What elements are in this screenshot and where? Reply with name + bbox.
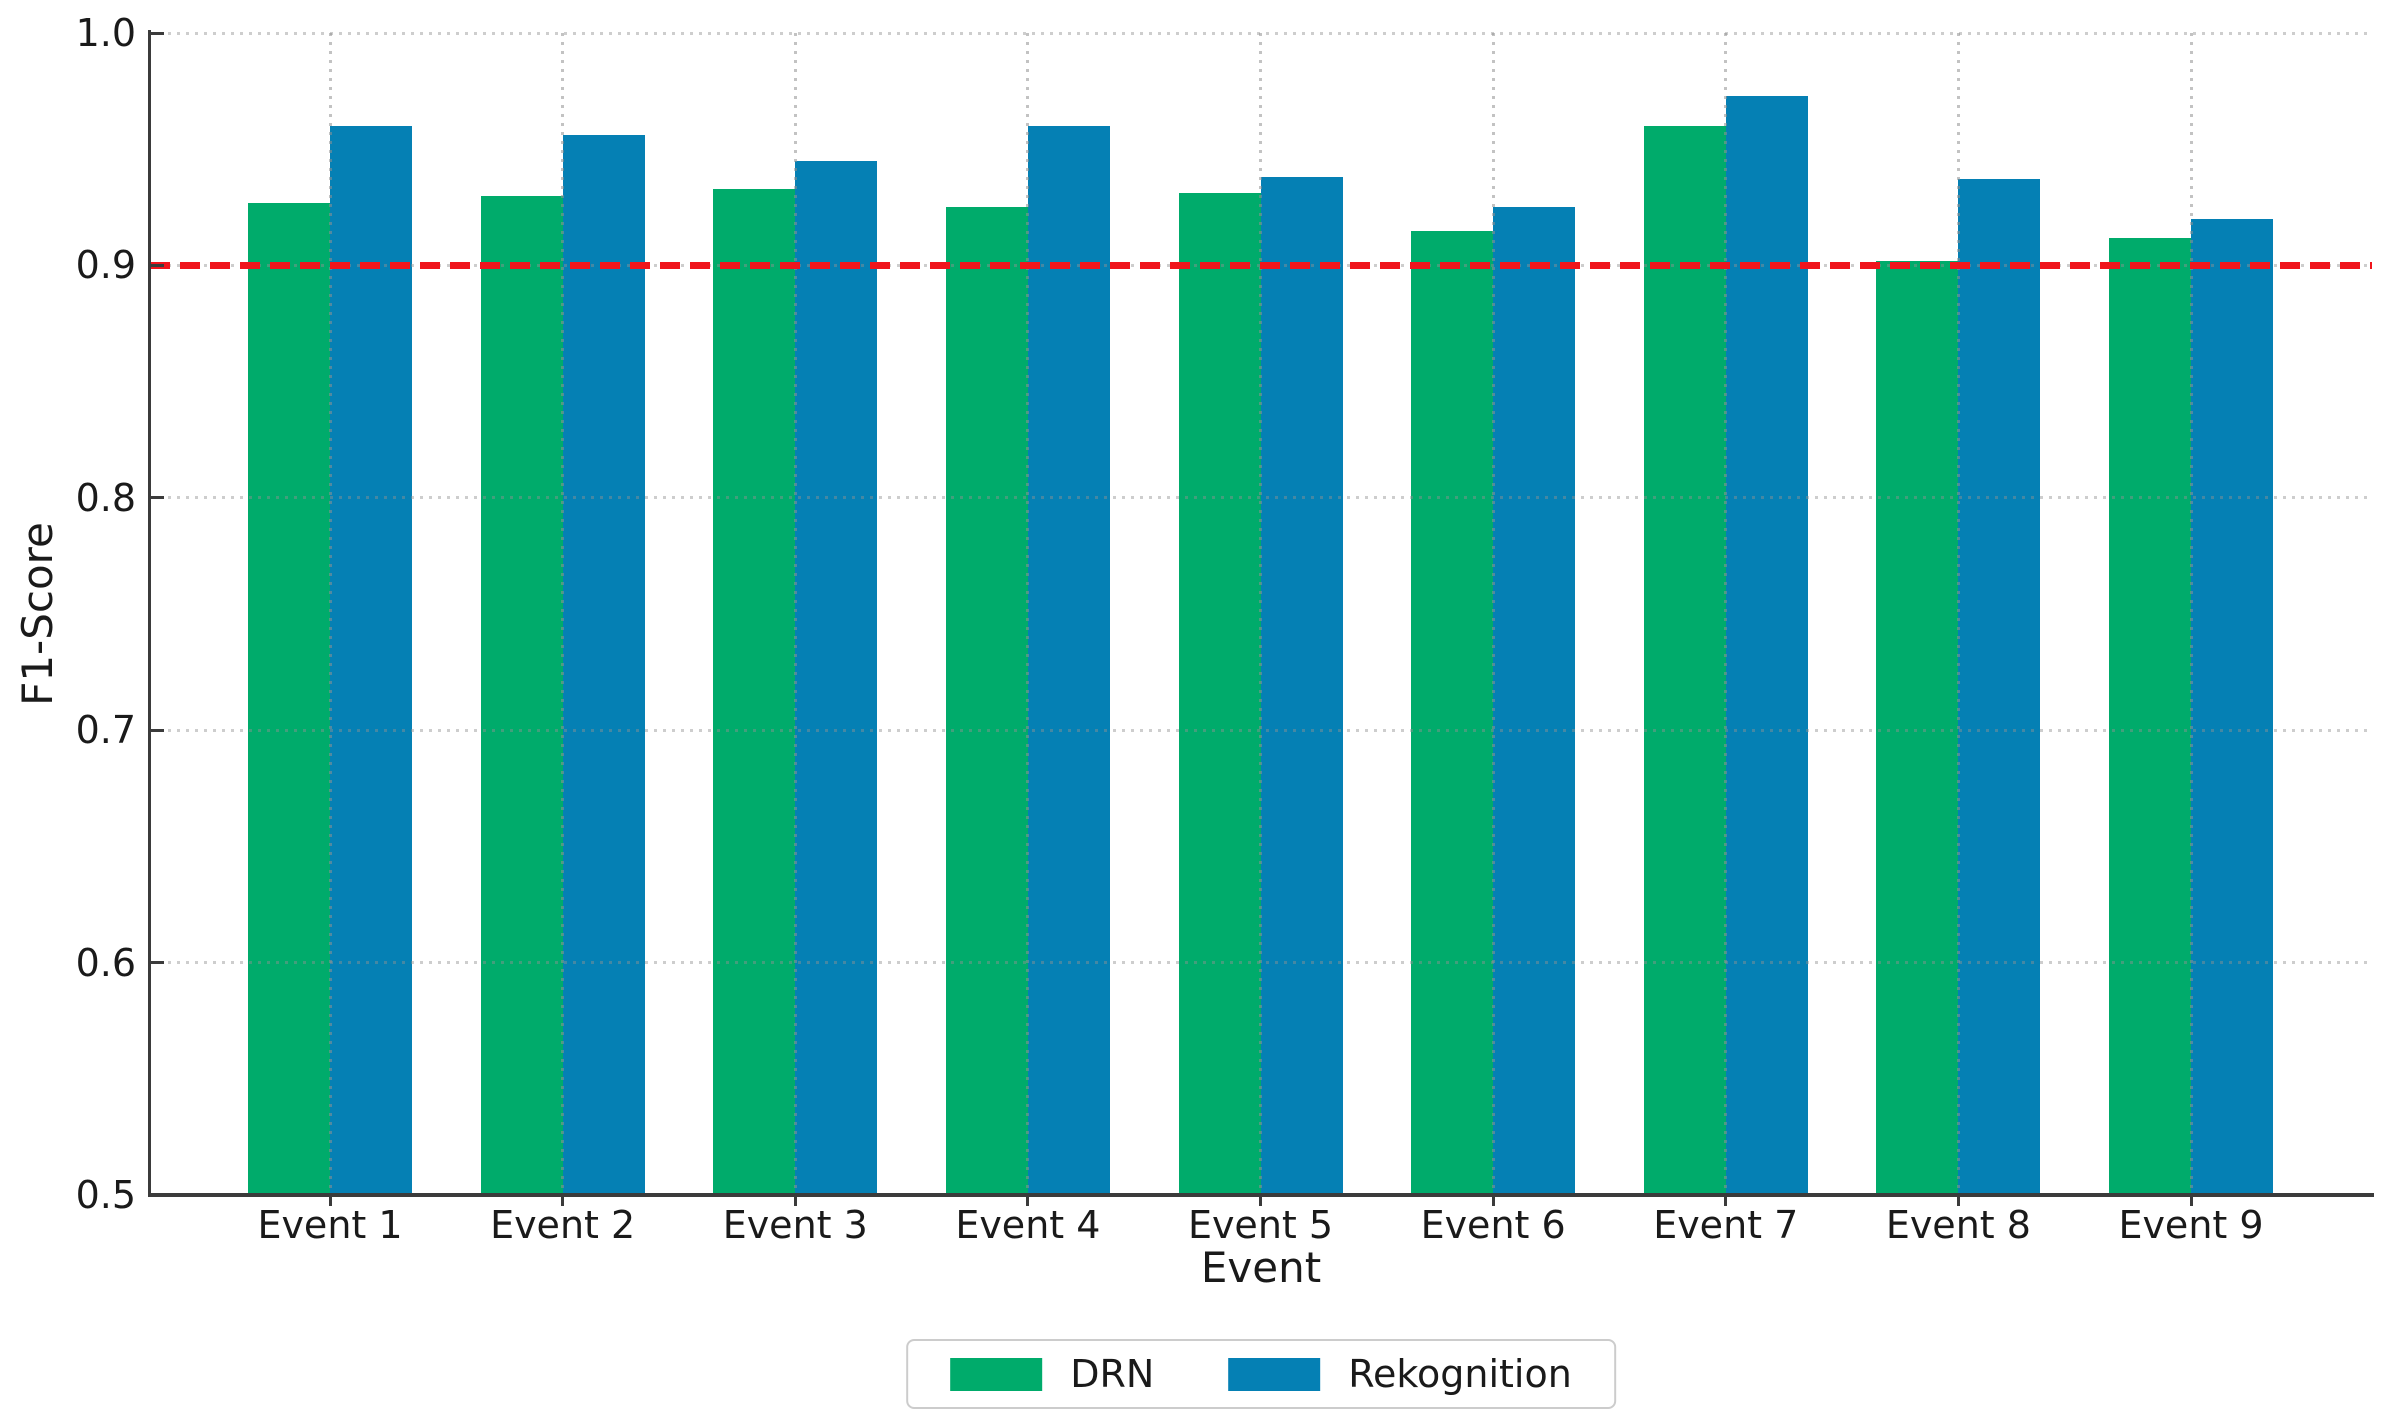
bar-rekognition-event-6 — [1493, 207, 1576, 1195]
v-gridline-event-5 — [1259, 33, 1262, 1195]
x-tick-label-2: Event 2 — [490, 1203, 636, 1247]
bar-drn-event-1 — [248, 202, 330, 1195]
x-tick-label-6: Event 6 — [1420, 1203, 1566, 1247]
x-tick-label-7: Event 7 — [1653, 1203, 1799, 1247]
y-tick-0.7 — [151, 728, 164, 732]
bar-drn-event-3 — [713, 188, 796, 1195]
x-tick-label-4: Event 4 — [955, 1203, 1101, 1247]
v-gridline-event-8 — [1956, 33, 1960, 1195]
legend-label-rekognition: Rekognition — [1348, 1352, 1572, 1396]
bar-rekognition-event-8 — [1958, 179, 2041, 1195]
v-gridline-event-6 — [1491, 33, 1495, 1195]
y-tick-1.0 — [151, 31, 164, 35]
y-tick-label-0.8: 0.8 — [75, 475, 136, 520]
v-gridline-event-3 — [793, 33, 797, 1195]
legend-label-drn: DRN — [1070, 1352, 1155, 1396]
legend-swatch-rekognition-icon — [1228, 1357, 1321, 1391]
bar-rekognition-event-3 — [795, 160, 878, 1195]
y-axis-spine — [148, 30, 151, 1197]
bar-rekognition-event-2 — [562, 135, 645, 1195]
v-gridline-event-2 — [561, 33, 565, 1195]
y-tick-0.8 — [151, 496, 164, 500]
bar-rekognition-event-4 — [1027, 125, 1110, 1195]
x-tick-1 — [328, 1196, 332, 1206]
x-tick-3 — [793, 1196, 797, 1206]
x-tick-5 — [1259, 1196, 1262, 1206]
v-gridline-event-7 — [1724, 33, 1728, 1195]
x-tick-label-1: Event 1 — [257, 1203, 403, 1247]
y-tick-label-0.6: 0.6 — [75, 940, 136, 985]
reference-line-0.9 — [150, 261, 2372, 269]
y-tick-label-0.7: 0.7 — [75, 708, 136, 753]
y-tick-0.6 — [151, 961, 164, 965]
bar-rekognition-event-1 — [330, 125, 412, 1195]
bar-rekognition-event-5 — [1260, 177, 1343, 1195]
legend-swatch-drn-icon — [950, 1357, 1043, 1391]
bar-drn-event-6 — [1411, 230, 1494, 1195]
legend-item-rekognition: Rekognition — [1228, 1355, 1572, 1393]
x-tick-label-9: Event 9 — [2118, 1203, 2264, 1247]
y-tick-label-0.5: 0.5 — [75, 1173, 136, 1217]
x-tick-label-3: Event 3 — [722, 1203, 868, 1247]
bar-drn-event-5 — [1178, 193, 1261, 1195]
v-gridline-event-9 — [2189, 33, 2193, 1195]
bar-rekognition-event-7 — [1725, 95, 1808, 1195]
y-tick-0.9 — [151, 263, 164, 267]
x-tick-label-8: Event 8 — [1885, 1203, 2031, 1247]
y-axis-label: F1-Score — [13, 522, 62, 706]
y-tick-label-0.9: 0.9 — [75, 243, 136, 288]
legend-item-drn: DRN — [950, 1355, 1154, 1393]
bar-drn-event-7 — [1643, 125, 1726, 1195]
bar-drn-event-2 — [480, 195, 563, 1195]
x-tick-4 — [1026, 1196, 1030, 1206]
y-tick-0.5 — [151, 1193, 164, 1197]
bar-drn-event-4 — [945, 207, 1028, 1195]
x-tick-7 — [1724, 1196, 1728, 1206]
x-tick-9 — [2189, 1196, 2193, 1206]
y-tick-label-1.0: 1.0 — [75, 11, 136, 55]
bar-rekognition-event-9 — [2191, 218, 2273, 1195]
v-gridline-event-1 — [328, 33, 332, 1195]
x-tick-6 — [1491, 1196, 1495, 1206]
x-tick-8 — [1956, 1196, 1960, 1206]
x-tick-label-5: Event 5 — [1187, 1203, 1334, 1247]
bar-drn-event-9 — [2109, 237, 2191, 1195]
x-axis-spine — [148, 1193, 2374, 1197]
x-tick-2 — [561, 1196, 565, 1206]
x-axis-label: Event — [1200, 1243, 1322, 1292]
bar-drn-event-8 — [1876, 260, 1959, 1195]
legend: DRN Rekognition — [906, 1339, 1616, 1409]
v-gridline-event-4 — [1026, 33, 1030, 1195]
